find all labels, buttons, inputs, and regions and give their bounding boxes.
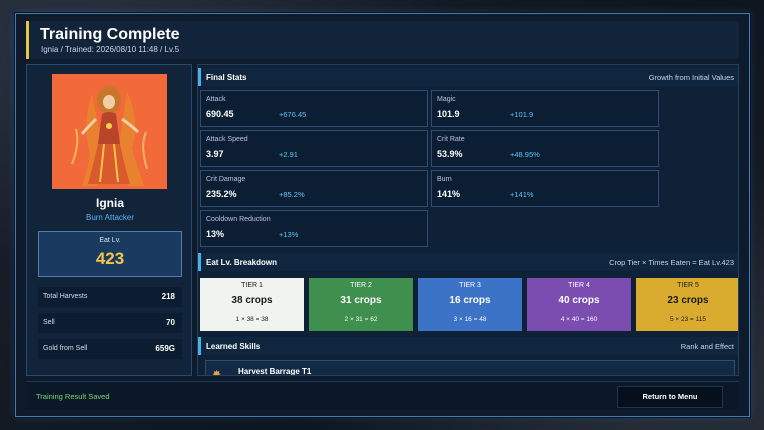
footer-bar: Training Result Saved Return to Menu	[26, 381, 739, 409]
section-note: Crop Tier × Times Eaten = Eat Lv.423	[609, 258, 734, 267]
eat-level-box: Eat Lv. 423	[38, 231, 182, 277]
stat-value: 53.9%	[437, 149, 463, 159]
skill-item[interactable]: ✸ Harvest Barrage T1	[205, 360, 735, 376]
stat-card: Attack 690.45 +676.45	[200, 90, 428, 127]
page-subtitle: Ignia / Trained: 2026/08/10 11:48 / Lv.5	[41, 45, 180, 54]
tier-crop-count: 23 crops	[667, 295, 709, 306]
tier-label: TIER 5	[677, 282, 699, 289]
stat-card: Crit Rate 53.9% +48.95%	[431, 130, 659, 167]
summary-label: Total Harvests	[43, 293, 88, 300]
summary-value: 70	[166, 318, 175, 327]
save-status: Training Result Saved	[36, 392, 110, 401]
results-panel: Final Stats Growth from Initial Values A…	[197, 64, 739, 376]
summary-label: Gold from Sell	[43, 345, 88, 352]
tier-label: TIER 3	[459, 282, 481, 289]
tier-formula: 2 × 31 = 62	[344, 316, 378, 323]
stat-value: 141%	[437, 189, 461, 199]
stat-name: Crit Rate	[437, 136, 465, 143]
summary-value: 659G	[155, 344, 175, 353]
tier-label: TIER 2	[350, 282, 372, 289]
tier-crop-count: 38 crops	[231, 295, 273, 306]
tier-card: TIER 4 40 crops 4 × 40 = 160	[527, 278, 631, 331]
stat-value: 3.97	[206, 149, 224, 159]
stat-card: Burn 141% +141%	[431, 170, 659, 207]
tier-card: TIER 2 31 crops 2 × 31 = 62	[309, 278, 413, 331]
tier-formula: 4 × 40 = 160	[560, 316, 598, 323]
tier-label: TIER 1	[241, 282, 263, 289]
stat-name: Attack	[206, 96, 226, 103]
stat-growth: +676.45	[279, 110, 307, 119]
stat-name: Crit Damage	[206, 176, 246, 183]
stat-value: 13%	[206, 229, 225, 239]
stat-growth: +13%	[279, 230, 299, 239]
eat-level-label: Eat Lv.	[99, 237, 121, 244]
stat-name: Attack Speed	[206, 136, 248, 143]
section-title: Final Stats	[206, 73, 247, 82]
section-title: Learned Skills	[206, 342, 261, 351]
stat-name: Burn	[437, 176, 452, 183]
character-role: Burn Attacker	[85, 213, 135, 222]
character-name: Ignia	[95, 196, 124, 210]
tier-formula: 5 × 23 = 115	[669, 316, 707, 323]
stat-card: Cooldown Reduction 13% +13%	[200, 210, 428, 247]
stat-card: Magic 101.9 +101.9	[431, 90, 659, 127]
page-title: Training Complete	[40, 26, 180, 43]
stat-name: Magic	[437, 96, 456, 103]
tier-crop-count: 40 crops	[558, 295, 600, 306]
stat-growth: +85.2%	[279, 190, 305, 199]
eat-level-value: 423	[95, 249, 125, 268]
burst-icon: ✸	[212, 369, 222, 376]
tier-card: TIER 5 23 crops 5 × 23 = 115	[636, 278, 738, 331]
section-note: Rank and Effect	[680, 342, 734, 351]
final-stats-header: Final Stats Growth from Initial Values	[198, 68, 738, 86]
summary-value: 218	[161, 292, 175, 301]
stat-name: Cooldown Reduction	[206, 216, 271, 223]
header: Training Complete Ignia / Trained: 2026/…	[26, 21, 739, 59]
stat-value: 101.9	[437, 109, 460, 119]
stat-card: Crit Damage 235.2% +85.2%	[200, 170, 428, 207]
stat-value: 690.45	[206, 109, 234, 119]
learned-skills-header: Learned Skills Rank and Effect	[198, 337, 738, 355]
eat-breakdown-header: Eat Lv. Breakdown Crop Tier × Times Eate…	[198, 253, 738, 271]
return-to-menu-button[interactable]: Return to Menu	[617, 386, 723, 408]
tier-formula: 3 × 16 = 48	[453, 316, 487, 323]
character-portrait	[52, 74, 167, 189]
tier-card: TIER 1 38 crops 1 × 38 = 38	[200, 278, 304, 331]
stat-growth: +48.95%	[510, 150, 540, 159]
tier-crop-count: 16 crops	[449, 295, 491, 306]
character-panel: Ignia Burn Attacker Eat Lv. 423 Total Ha…	[26, 64, 192, 376]
stat-growth: +101.9	[510, 110, 534, 119]
stat-value: 235.2%	[206, 189, 237, 199]
summary-row: Sell 70	[38, 313, 182, 333]
section-title: Eat Lv. Breakdown	[206, 258, 277, 267]
section-note: Growth from Initial Values	[648, 73, 734, 82]
summary-label: Sell	[43, 319, 55, 326]
summary-row: Total Harvests 218	[38, 287, 182, 307]
skill-name: Harvest Barrage T1	[238, 367, 312, 376]
tier-formula: 1 × 38 = 38	[235, 316, 269, 323]
stat-card: Attack Speed 3.97 +2.91	[200, 130, 428, 167]
stat-growth: +141%	[510, 190, 534, 199]
tier-crop-count: 31 crops	[340, 295, 382, 306]
stat-growth: +2.91	[279, 150, 298, 159]
tier-card: TIER 3 16 crops 3 × 16 = 48	[418, 278, 522, 331]
tier-label: TIER 4	[568, 282, 590, 289]
fire-dancer-portrait	[52, 74, 167, 189]
summary-row: Gold from Sell 659G	[38, 339, 182, 359]
